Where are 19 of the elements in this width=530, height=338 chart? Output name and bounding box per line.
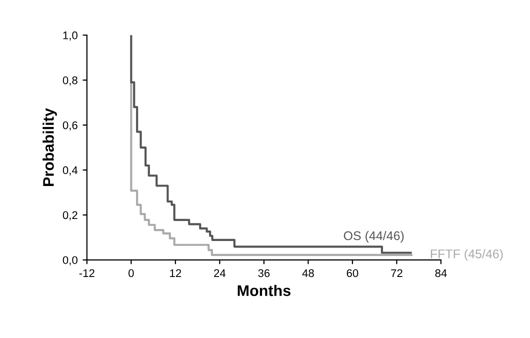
- x-tick-label: 24: [214, 269, 226, 277]
- x-tick-label: 60: [346, 269, 358, 278]
- series-label: FFTF (45/46): [430, 249, 503, 261]
- y-tick-label: 0,0: [62, 256, 78, 266]
- x-tick-label: 48: [302, 269, 314, 278]
- y-tick-label: 0,8: [62, 76, 78, 86]
- y-tick-label: 1,0: [63, 31, 78, 41]
- y-tick-label: 0,4: [62, 166, 78, 176]
- y-tick-label: 0,6: [62, 121, 78, 131]
- x-tick-label: 0: [128, 269, 134, 278]
- x-tick-label: -12: [79, 269, 94, 277]
- x-tick-label: 84: [435, 269, 447, 278]
- x-axis-title: Months: [238, 284, 290, 296]
- x-tick-label: 12: [170, 269, 182, 277]
- x-tick-label: 36: [258, 269, 270, 278]
- y-axis-title: Probability: [42, 108, 57, 186]
- y-tick-label: 0,2: [62, 211, 78, 220]
- x-tick-label: 72: [391, 269, 402, 277]
- series-label: OS (44/46): [344, 230, 404, 243]
